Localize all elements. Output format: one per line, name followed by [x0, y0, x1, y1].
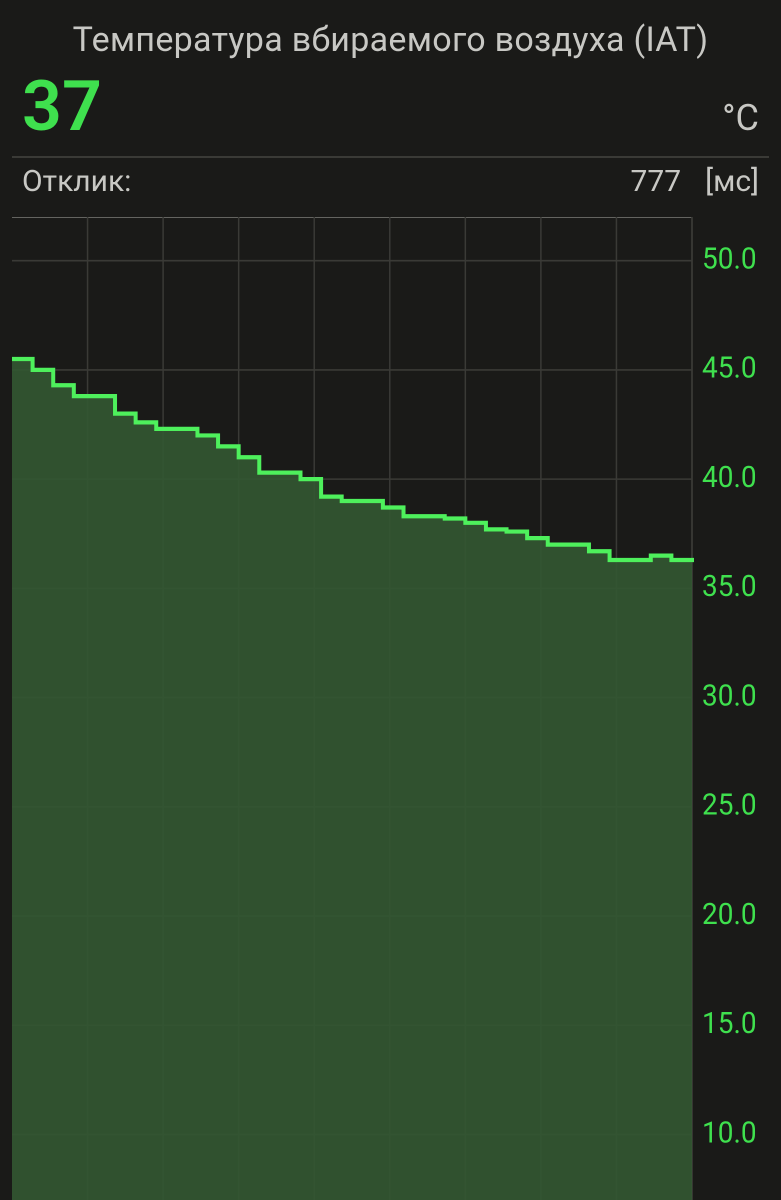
response-row: Отклик: 777 [мс] [12, 164, 769, 217]
response-value: 777 [631, 164, 682, 199]
y-tick-label: 40.0 [702, 460, 757, 495]
current-value: 37 [22, 72, 102, 142]
y-tick-label: 25.0 [702, 788, 757, 823]
value-unit: °C [722, 97, 759, 139]
chart-svg: 10.0 15.0 20.0 25.0 30.0 35.0 40.0 45.0 50.0 [12, 217, 769, 1200]
page-title: Температура вбираемого воздуха (IAT) [12, 20, 769, 60]
y-tick-label: 15.0 [702, 1006, 757, 1041]
y-tick-label: 20.0 [702, 897, 757, 932]
y-tick-label: 50.0 [702, 242, 757, 277]
divider [12, 156, 769, 158]
y-tick-label: 10.0 [702, 1116, 757, 1151]
y-tick-label: 35.0 [702, 569, 757, 604]
y-tick-label: 30.0 [702, 679, 757, 714]
response-label: Отклик: [22, 164, 131, 199]
response-unit: [мс] [705, 164, 759, 199]
y-tick-label: 45.0 [702, 351, 757, 386]
temperature-chart: 10.0 15.0 20.0 25.0 30.0 35.0 40.0 45.0 50.0 [12, 217, 769, 1200]
value-row: 37 °C [12, 72, 769, 142]
